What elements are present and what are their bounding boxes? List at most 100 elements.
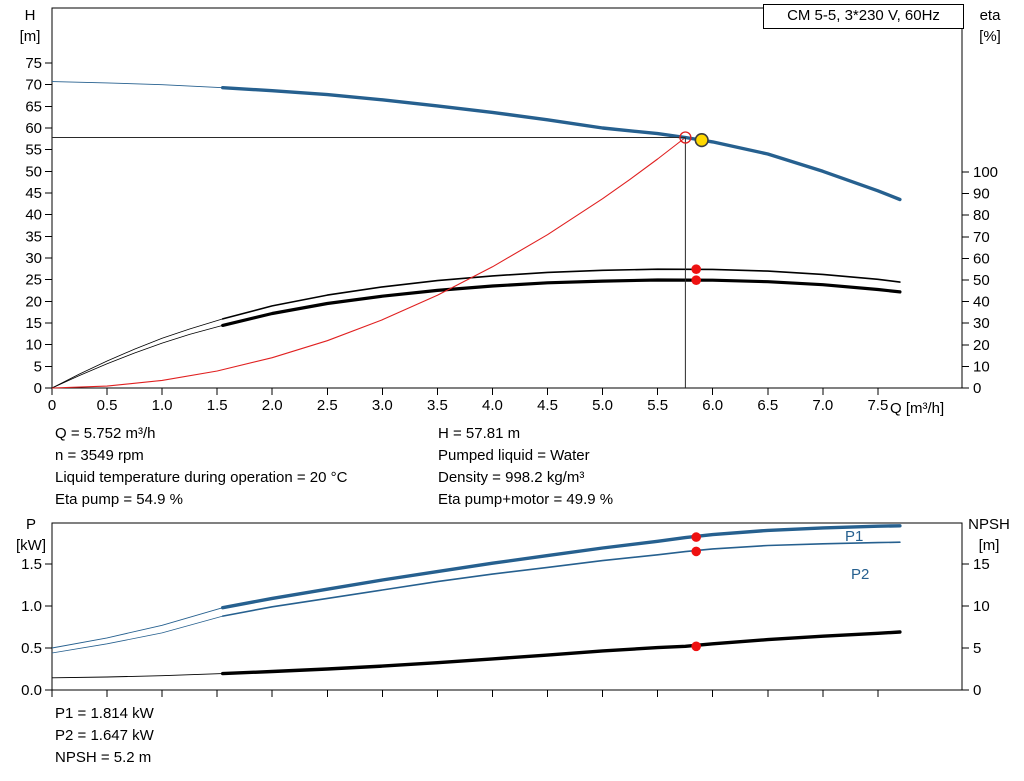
series-eta-pump-curve-thin [51,318,223,389]
series-system-curve [51,137,686,389]
x-tick-label: 4.5 [537,397,558,414]
duty-liquid-line: Pumped liquid = Water [438,447,590,464]
plot-frame [51,522,963,691]
npsh-axis-unit: [m] [978,537,1000,554]
y-left-tick-label: 65 [25,98,42,115]
x-tick-label: 7.0 [812,397,833,414]
y-left-tick-label: 35 [25,228,42,245]
y-left-tick-label: 30 [25,250,42,267]
head-axis-symbol: H [24,7,36,24]
eta-axis-title: eta [%] [964,5,1016,47]
y-right-tick-label: 15 [973,556,990,573]
q-axis-label: Q [m³/h] [890,400,945,417]
x-tick-label: 1.0 [152,397,173,414]
p1-series-label: P1 [845,528,864,545]
power-axis-unit: [kW] [16,537,46,554]
x-tick-label: 6.5 [757,397,778,414]
plot-frame [51,7,963,389]
system-duty-circle [679,131,692,144]
y-left-tick-label: 10 [25,337,42,354]
y-left-tick-label: 70 [25,77,42,94]
y-right-tick-label: 80 [973,207,990,224]
x-tick-label: 5.0 [592,397,613,414]
y-right-tick-label: 90 [973,186,990,203]
head-axis-title: H [m] [8,5,52,47]
npsh-axis-title: NPSH [m] [958,514,1020,556]
x-tick-label: 2.0 [262,397,283,414]
duty-density-line: Density = 998.2 kg/m³ [438,469,585,486]
y-left-tick-label: 50 [25,163,42,180]
x-tick-label: 3.5 [427,397,448,414]
y-left-tick-label: 75 [25,55,42,72]
x-tick-label: 1.5 [207,397,228,414]
x-tick-label: 6.0 [702,397,723,414]
y-left-tick-label: 15 [25,315,42,332]
series-pump-head-curve-thin [51,81,223,89]
series-p2-power-curve-thin [51,615,223,654]
p2-result-line: P2 = 1.647 kW [55,727,154,744]
y-right-tick-label: 0 [973,380,981,397]
x-tick-label: 7.5 [867,397,888,414]
y-left-tick-label: 1.0 [21,598,42,615]
y-left-tick-label: 5 [34,358,42,375]
y-right-tick-label: 50 [973,272,990,289]
series-eta-pump-motor-curve-thin [51,325,223,389]
y-left-tick-label: 0.5 [21,640,42,657]
duty-point-marker [694,133,709,148]
duty-speed-line: n = 3549 rpm [55,447,144,464]
eta-axis-symbol: eta [979,7,1001,24]
series-pump-head-curve [221,86,902,202]
y-left-tick-label: 25 [25,272,42,289]
series-npsh-curve-thin [51,673,223,679]
p1-duty-dot [691,532,701,542]
x-tick-label: 0 [48,397,56,414]
y-left-tick-label: 60 [25,120,42,137]
power-info: P1 = 1.814 kW P2 = 1.647 kW NPSH = 5.2 m [55,703,154,769]
y-right-tick-label: 5 [973,640,981,657]
head-axis-unit: [m] [19,28,41,45]
x-tick-label: 5.5 [647,397,668,414]
y-left-tick-label: 55 [25,142,42,159]
y-left-tick-label: 0 [34,380,42,397]
series-p1-power-curve [221,524,902,610]
pump-model-title: CM 5-5, 3*230 V, 60Hz [763,4,964,29]
duty-eta-total-line: Eta pump+motor = 49.9 % [438,491,614,508]
duty-info-right: H = 57.81 m Pumped liquid = Water Densit… [438,423,613,511]
power-axis-symbol: P [25,516,36,533]
y-left-tick-label: 0.0 [21,682,42,699]
x-tick-label: 3.0 [372,397,393,414]
y-left-tick-label: 20 [25,293,42,310]
p2-series-label: P2 [851,566,870,583]
duty-temperature-line: Liquid temperature during operation = 20… [55,469,348,486]
y-right-tick-label: 10 [973,598,990,615]
duty-eta-pump-line: Eta pump = 54.9 % [55,491,183,508]
power-axis-title: P [kW] [8,514,54,556]
npsh-duty-dot [691,641,701,652]
y-right-tick-label: 60 [973,250,990,267]
x-tick-label: 4.0 [482,397,503,414]
chart-0: 0 0.5 1.0 1.5 2.0 2.5 3.0 3.5 4.0 4.5 5.0 5.5 6.0 6.5… [25,7,998,414]
series-npsh-curve [221,630,902,676]
y-right-tick-label: 0 [973,682,981,699]
chart-1: 0.0 0.5 1.0 1.5 0 5 10 15 [21,522,990,699]
y-right-tick-label: 20 [973,337,990,354]
series-eta-pump-curve [221,268,901,320]
eta-axis-unit: [%] [979,28,1001,45]
duty-q-line: Q = 5.752 m³/h [55,425,156,442]
x-tick-label: 2.5 [317,397,338,414]
y-right-tick-label: 30 [973,315,990,332]
y-right-tick-label: 70 [973,229,990,246]
npsh-result-line: NPSH = 5.2 m [55,749,152,766]
series-p2-power-curve [221,541,901,617]
duty-info-left: Q = 5.752 m³/h n = 3549 rpm Liquid tempe… [55,423,347,511]
series-p1-power-curve-thin [51,607,223,649]
y-right-tick-label: 10 [973,358,990,375]
y-left-tick-label: 45 [25,185,42,202]
npsh-axis-symbol: NPSH [968,516,1010,533]
y-left-tick-label: 40 [25,207,42,224]
series-eta-pump-motor-curve [221,278,902,327]
eta-pump-motor-duty-dot [691,275,701,286]
p1-result-line: P1 = 1.814 kW [55,705,154,722]
